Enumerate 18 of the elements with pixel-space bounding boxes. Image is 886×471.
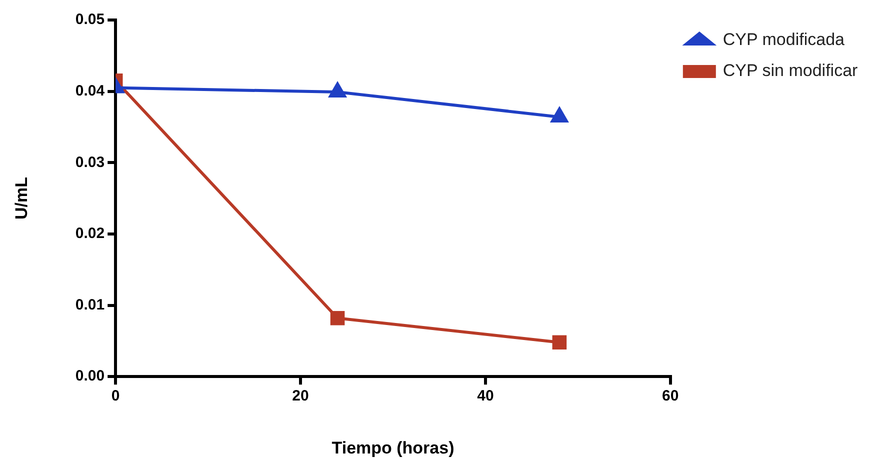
x-axis-title: Tiempo (horas)	[332, 438, 454, 458]
y-tick-label: 0.05	[75, 11, 105, 28]
point	[329, 82, 346, 98]
y-tick-label: 0.00	[75, 368, 105, 385]
y-tick-label: 0.01	[75, 296, 105, 314]
legend-label: CYP sin modificar	[722, 61, 858, 80]
x-tick-label: 0	[111, 388, 120, 405]
x-tick-label: 40	[477, 388, 494, 405]
point	[330, 310, 345, 326]
x-tick-label: 60	[662, 388, 679, 405]
point	[552, 335, 567, 350]
y-tick-label: 0.03	[75, 154, 105, 171]
legend-label: CYP modificada	[722, 30, 846, 50]
point	[551, 107, 568, 122]
y-tick-label: 0.04	[75, 82, 106, 100]
x-tick-label: 20	[292, 388, 309, 405]
y-tick-label: 0.02	[75, 225, 105, 242]
y-axis-title: U/mL	[12, 177, 31, 220]
